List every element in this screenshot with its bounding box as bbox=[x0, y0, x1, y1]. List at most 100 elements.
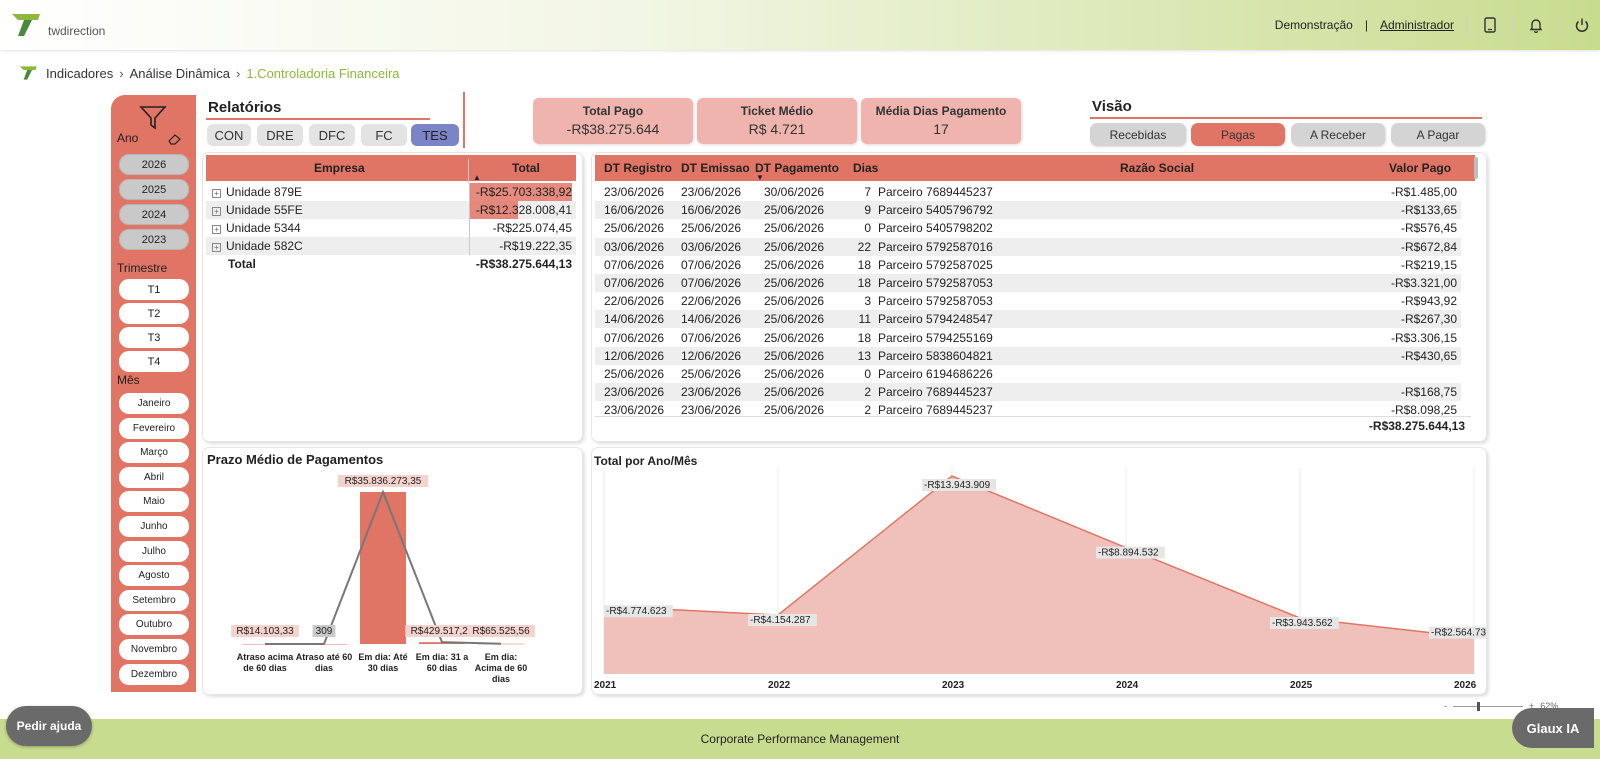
year-option[interactable]: 2025 bbox=[119, 179, 189, 200]
table-row[interactable]: 07/06/2026 07/06/2026 25/06/2026 18 Parceiro… bbox=[595, 256, 1461, 274]
col-header-total[interactable]: Total bbox=[512, 161, 540, 175]
dt-pagamento-cell: 25/06/2026 bbox=[764, 276, 825, 290]
table-row[interactable]: 25/06/2026 25/06/2026 25/06/2026 0 Parceiro … bbox=[595, 219, 1461, 237]
dt-emissao-cell: 23/06/2026 bbox=[681, 185, 742, 199]
breadcrumb-item-analise[interactable]: Análise Dinâmica bbox=[129, 65, 230, 81]
sort-desc-icon[interactable]: ▲ bbox=[473, 173, 481, 182]
dias-cell: 18 bbox=[857, 276, 871, 290]
quarter-option[interactable]: T2 bbox=[119, 303, 189, 324]
table-row[interactable]: 12/06/2026 12/06/2026 25/06/2026 13 Parceiro… bbox=[595, 346, 1461, 365]
col-header-empresa[interactable]: Empresa bbox=[314, 161, 365, 175]
bar[interactable] bbox=[360, 492, 406, 644]
zoom-slider[interactable] bbox=[1453, 701, 1523, 711]
month-option[interactable]: Janeiro bbox=[119, 393, 189, 414]
table-row[interactable]: + Unidade 5344 -R$225.074,45 bbox=[206, 219, 576, 237]
dt-registro-cell: 23/06/2026 bbox=[604, 403, 665, 418]
month-option[interactable]: Outubro bbox=[119, 614, 189, 636]
tablet-icon[interactable] bbox=[1466, 15, 1500, 35]
eraser-icon[interactable] bbox=[168, 133, 182, 145]
kpi-title: Ticket Médio bbox=[740, 104, 814, 118]
empresa-name: Unidade 55FE bbox=[226, 203, 303, 217]
kpi-value: R$ 4.721 bbox=[748, 121, 806, 137]
data-label: 309 bbox=[316, 626, 333, 637]
month-option[interactable]: Junho bbox=[119, 516, 189, 537]
expand-icon[interactable]: + bbox=[212, 189, 221, 198]
month-option[interactable]: Julho bbox=[119, 540, 189, 562]
report-chip-dre[interactable]: DRE bbox=[257, 124, 303, 146]
dias-cell: 0 bbox=[864, 221, 871, 236]
month-option[interactable]: Agosto bbox=[119, 565, 189, 587]
razao-social-cell: Parceiro 5792587053 bbox=[878, 276, 993, 290]
category-label: 60 dias bbox=[427, 663, 458, 673]
valor-pago-cell: -R$267,30 bbox=[1400, 312, 1457, 327]
sort-desc-icon[interactable]: ▼ bbox=[756, 173, 764, 182]
dt-registro-cell: 07/06/2026 bbox=[604, 257, 665, 272]
col-header-dt-registro[interactable]: DT Registro bbox=[604, 161, 673, 175]
breadcrumb-item-indicadores[interactable]: Indicadores bbox=[46, 65, 114, 81]
bar[interactable] bbox=[478, 643, 524, 645]
user-link[interactable]: Administrador bbox=[1379, 18, 1454, 32]
table-row[interactable]: 07/06/2026 07/06/2026 25/06/2026 18 Parceiro… bbox=[595, 274, 1461, 292]
year-option[interactable]: 2026 bbox=[119, 154, 189, 175]
table-row[interactable]: + Unidade 879E -R$25.703.338,92 bbox=[206, 183, 576, 201]
month-option[interactable]: Março bbox=[119, 442, 189, 464]
col-header-razao-social[interactable]: Razão Social bbox=[1120, 161, 1195, 175]
scrollbar-thumb[interactable] bbox=[1474, 157, 1478, 179]
table-row[interactable]: 16/06/2026 16/06/2026 25/06/2026 9 Parceiro … bbox=[595, 201, 1461, 220]
table-row[interactable]: 25/06/2026 25/06/2026 25/06/2026 0 Parceiro … bbox=[595, 365, 1461, 383]
year-option[interactable]: 2023 bbox=[119, 229, 189, 250]
expand-icon[interactable]: + bbox=[212, 243, 221, 252]
visao-chip[interactable]: Pagas bbox=[1191, 123, 1285, 146]
col-header-dt-emissao[interactable]: DT Emissao bbox=[681, 161, 750, 175]
col-header-dt-pagamento[interactable]: DT Pagamento bbox=[755, 161, 840, 175]
glaux-ai-button[interactable]: Glaux IA bbox=[1512, 708, 1594, 748]
expand-icon[interactable]: + bbox=[212, 225, 221, 234]
mode-label[interactable]: Demonstração bbox=[1274, 18, 1353, 32]
table-row[interactable]: + Unidade 582C -R$19.222,35 bbox=[206, 237, 576, 255]
report-chip-dfc[interactable]: DFC bbox=[309, 124, 355, 146]
visao-chip[interactable]: Recebidas bbox=[1090, 123, 1186, 146]
month-option[interactable]: Fevereiro bbox=[119, 417, 189, 439]
expand-icon[interactable]: + bbox=[212, 207, 221, 216]
bell-icon[interactable] bbox=[1512, 15, 1546, 35]
report-chip-con[interactable]: CON bbox=[207, 124, 251, 146]
month-option[interactable]: Abril bbox=[119, 466, 189, 488]
month-option[interactable]: Setembro bbox=[119, 589, 189, 611]
month-option[interactable]: Novembro bbox=[119, 639, 189, 660]
month-option[interactable]: Dezembro bbox=[119, 663, 189, 685]
x-tick-label: 2026 bbox=[1454, 680, 1477, 691]
table-row[interactable]: 23/06/2026 23/06/2026 30/06/2026 7 Parceiro … bbox=[595, 183, 1461, 201]
help-button[interactable]: Pedir ajuda bbox=[6, 706, 92, 746]
top-bar: twdirection Demonstração | Administrador bbox=[0, 0, 1600, 50]
quarter-option[interactable]: T4 bbox=[119, 351, 189, 372]
quarter-option[interactable]: T1 bbox=[119, 279, 189, 300]
kpi-title: Média Dias Pagamento bbox=[875, 104, 1007, 118]
table-row[interactable]: 23/06/2026 23/06/2026 25/06/2026 2 Parceiro … bbox=[595, 383, 1461, 402]
table-row[interactable]: 22/06/2026 22/06/2026 25/06/2026 3 Parceiro … bbox=[595, 292, 1461, 310]
zoom-out-button[interactable]: - bbox=[1444, 701, 1447, 711]
table-row[interactable]: 03/06/2026 03/06/2026 25/06/2026 22 Parceiro… bbox=[595, 237, 1461, 256]
table-row[interactable]: 23/06/2026 23/06/2026 25/06/2026 2 Parceiro … bbox=[595, 401, 1461, 419]
col-header-valor-pago[interactable]: Valor Pago bbox=[1389, 161, 1452, 175]
col-header-dias[interactable]: Dias bbox=[853, 161, 879, 175]
valor-pago-cell: -R$672,84 bbox=[1400, 239, 1457, 254]
power-icon[interactable] bbox=[1558, 15, 1592, 35]
dias-cell: 7 bbox=[864, 185, 871, 199]
visao-chip[interactable]: A Receber bbox=[1291, 123, 1385, 146]
visao-chip[interactable]: A Pagar bbox=[1391, 123, 1485, 146]
report-chip-tes[interactable]: TES bbox=[411, 124, 459, 146]
table-row[interactable]: 07/06/2026 07/06/2026 25/06/2026 18 Parceiro… bbox=[595, 329, 1461, 347]
zoom-in-button[interactable]: + bbox=[1529, 701, 1535, 711]
year-option[interactable]: 2024 bbox=[119, 204, 189, 225]
total-value: -R$38.275.644,13 bbox=[475, 257, 572, 271]
table-row[interactable]: 14/06/2026 14/06/2026 25/06/2026 11 Parceiro… bbox=[595, 310, 1461, 329]
kpi-value: 17 bbox=[933, 121, 949, 137]
table-row[interactable]: + Unidade 55FE -R$12.328.008,41 bbox=[206, 201, 576, 219]
dt-pagamento-cell: 25/06/2026 bbox=[764, 385, 825, 400]
dias-cell: 18 bbox=[857, 257, 871, 272]
quarter-option[interactable]: T3 bbox=[119, 327, 189, 348]
month-option[interactable]: Maio bbox=[119, 491, 189, 513]
x-tick-label: 2022 bbox=[768, 680, 791, 691]
report-chip-fc[interactable]: FC bbox=[361, 124, 407, 146]
data-label: -R$4.774.623 bbox=[606, 606, 667, 617]
